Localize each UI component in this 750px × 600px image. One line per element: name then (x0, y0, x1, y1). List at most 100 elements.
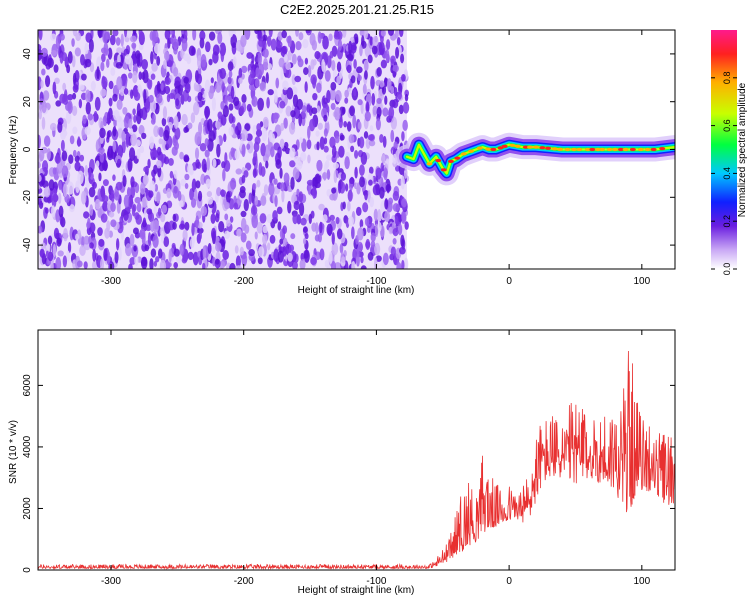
noise-speckle (336, 228, 343, 240)
noise-speckle (120, 33, 124, 47)
signal-core (426, 162, 433, 166)
noise-speckle (383, 77, 388, 88)
noise-speckle (215, 121, 221, 130)
noise-speckle (110, 67, 116, 76)
noise-speckle (340, 172, 346, 181)
noise-speckle (67, 181, 74, 195)
noise-speckle (380, 30, 387, 37)
noise-speckle (376, 67, 382, 77)
noise-speckle (222, 250, 229, 260)
noise-speckle (204, 79, 211, 93)
noise-speckle (81, 73, 87, 81)
noise-speckle (388, 197, 394, 205)
noise-speckle (401, 198, 407, 208)
noise-speckle (55, 257, 62, 269)
noise-speckle (356, 182, 361, 195)
noise-speckle (302, 39, 309, 49)
noise-speckle (62, 228, 69, 242)
noise-speckle (51, 205, 56, 218)
noise-speckle (134, 254, 139, 267)
noise-speckle (398, 104, 404, 115)
noise-speckle (130, 176, 135, 188)
noise-speckle (312, 92, 318, 101)
noise-speckle (164, 30, 171, 40)
noise-speckle (184, 182, 189, 190)
noise-speckle (336, 75, 341, 85)
noise-speckle (168, 158, 174, 166)
noise-speckle (230, 177, 237, 190)
noise-speckle (87, 113, 93, 121)
noise-speckle (256, 221, 263, 234)
noise-speckle (62, 93, 69, 106)
noise-speckle (138, 30, 143, 38)
noise-speckle (266, 242, 271, 251)
noise-speckle (184, 82, 191, 94)
noise-speckle (260, 166, 266, 177)
noise-speckle (100, 88, 107, 97)
noise-speckle (279, 238, 284, 245)
noise-speckle (124, 54, 132, 65)
noise-speckle (258, 63, 265, 76)
noise-speckle (149, 258, 154, 269)
noise-speckle (256, 123, 262, 132)
noise-speckle (329, 50, 334, 59)
noise-speckle (76, 260, 83, 268)
noise-speckle (380, 59, 387, 69)
noise-speckle (339, 134, 345, 141)
noise-speckle (255, 129, 263, 137)
noise-speckle (160, 230, 165, 244)
noise-speckle (112, 140, 116, 153)
noise-speckle (183, 30, 188, 39)
noise-speckle (125, 134, 130, 148)
signal-core (485, 147, 492, 151)
noise-speckle (133, 245, 137, 252)
noise-speckle (85, 89, 91, 103)
noise-speckle (351, 260, 356, 269)
noise-speckle (400, 175, 405, 190)
noise-speckle (55, 34, 61, 49)
noise-speckle (188, 45, 196, 57)
noise-speckle (312, 186, 317, 199)
noise-speckle (83, 261, 88, 269)
noise-speckle (90, 80, 96, 91)
noise-speckle (132, 108, 136, 116)
noise-speckle (273, 178, 278, 185)
noise-speckle (101, 195, 109, 203)
noise-speckle (149, 100, 157, 112)
noise-speckle (143, 174, 149, 185)
noise-speckle (49, 122, 57, 131)
noise-speckle (191, 222, 195, 236)
noise-speckle (262, 225, 268, 234)
noise-speckle (364, 70, 368, 80)
noise-speckle (217, 111, 223, 120)
x-tick-label: -200 (234, 576, 254, 587)
noise-speckle (66, 250, 71, 262)
noise-speckle (350, 42, 357, 54)
noise-speckle (212, 51, 219, 64)
noise-speckle (240, 34, 247, 48)
noise-speckle (171, 242, 176, 249)
noise-speckle (274, 195, 278, 208)
noise-speckle (321, 51, 329, 61)
noise-speckle (241, 174, 246, 184)
signal-core (622, 147, 629, 152)
noise-speckle (323, 114, 328, 122)
noise-speckle (152, 113, 156, 123)
noise-speckle (75, 32, 82, 42)
noise-speckle (349, 105, 356, 117)
noise-speckle (292, 166, 300, 180)
noise-speckle (41, 47, 48, 57)
noise-speckle (149, 136, 155, 150)
noise-speckle (74, 161, 81, 172)
noise-speckle (94, 198, 101, 210)
noise-speckle (270, 146, 275, 158)
colorbar-tick-label: 0.6 (722, 119, 732, 132)
noise-speckle (373, 208, 378, 221)
noise-speckle (87, 217, 91, 229)
noise-speckle (302, 237, 307, 245)
noise-speckle (48, 179, 55, 191)
noise-speckle (382, 107, 389, 117)
noise-speckle (403, 167, 408, 179)
noise-speckle (139, 182, 146, 195)
noise-speckle (187, 163, 194, 175)
